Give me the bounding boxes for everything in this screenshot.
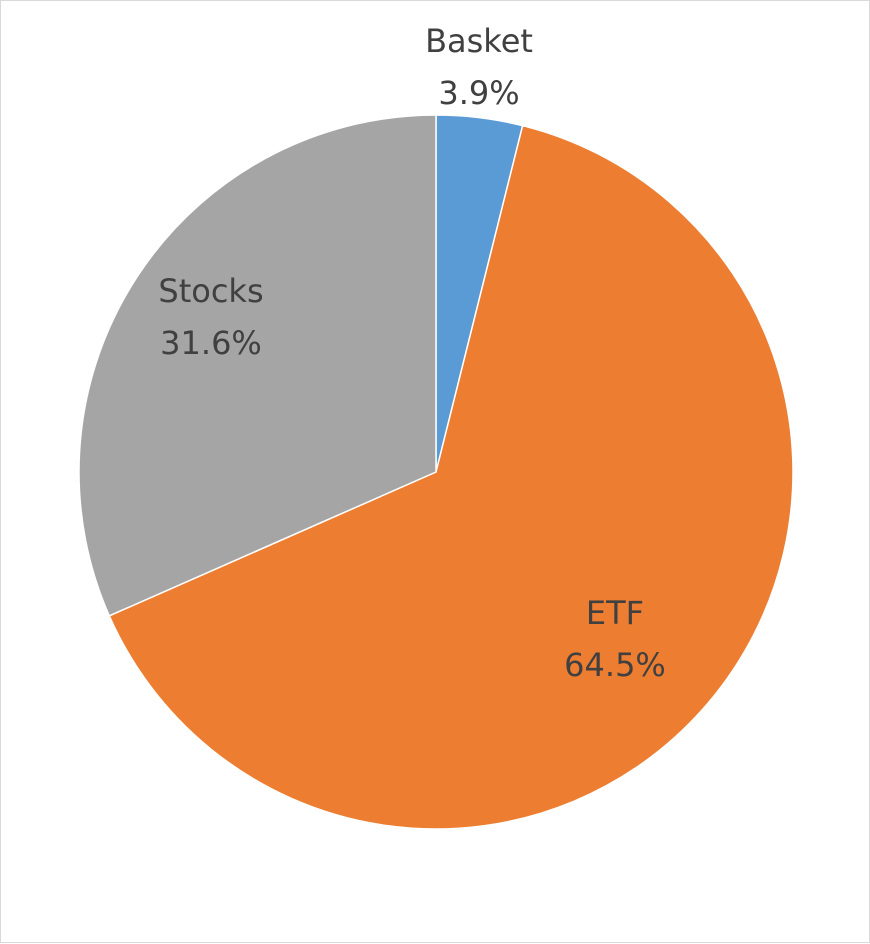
category-label: Stocks — [158, 272, 263, 310]
data-label-basket: Basket 3.9% — [425, 22, 533, 112]
percent-label: 3.9% — [438, 74, 519, 112]
data-label-stocks: Stocks 31.6% — [158, 272, 263, 362]
percent-label: 31.6% — [160, 324, 262, 362]
category-label: ETF — [586, 594, 644, 632]
category-label: Basket — [425, 22, 533, 60]
pie-slice-stocks — [78, 114, 437, 617]
data-label-etf: ETF 64.5% — [564, 594, 666, 684]
percent-label: 64.5% — [564, 646, 666, 684]
pie-slice-etf — [108, 124, 794, 830]
